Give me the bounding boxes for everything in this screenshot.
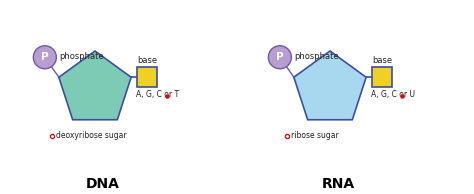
FancyBboxPatch shape <box>137 67 157 87</box>
Text: deoxyribose sugar: deoxyribose sugar <box>56 132 127 140</box>
Text: P: P <box>41 52 49 62</box>
Text: phosphate: phosphate <box>294 52 339 61</box>
FancyBboxPatch shape <box>372 67 392 87</box>
Text: RNA: RNA <box>321 177 355 191</box>
Text: P: P <box>276 52 283 62</box>
Text: A, G, C or U: A, G, C or U <box>371 90 415 99</box>
Text: ribose sugar: ribose sugar <box>291 132 339 140</box>
Text: DNA: DNA <box>86 177 120 191</box>
Text: A, G, C or T: A, G, C or T <box>136 90 179 99</box>
Circle shape <box>33 46 56 69</box>
Polygon shape <box>294 51 366 120</box>
Polygon shape <box>59 51 131 120</box>
Text: phosphate: phosphate <box>59 52 104 61</box>
Text: base: base <box>372 56 392 65</box>
Circle shape <box>268 46 292 69</box>
Text: base: base <box>137 56 157 65</box>
